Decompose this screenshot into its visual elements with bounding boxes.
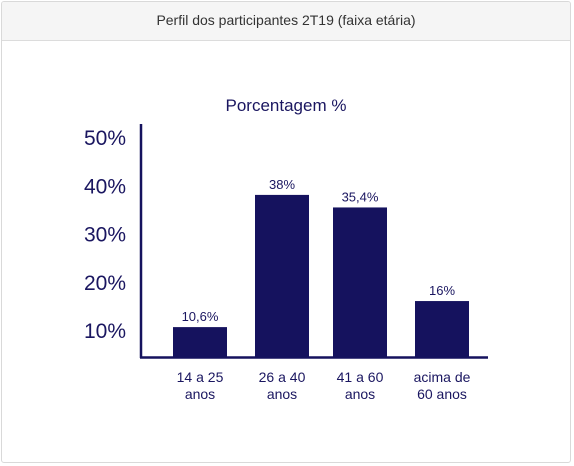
y-axis-ticks: 10% 20% 30% 40% 50% — [84, 127, 126, 343]
category-label: anos — [345, 386, 375, 402]
bar-value-label: 38% — [269, 177, 295, 192]
bar — [173, 327, 227, 357]
category-label: acima de — [414, 369, 471, 385]
panel-title: Perfil dos participantes 2T19 (faixa etá… — [2, 2, 570, 41]
bar-value-label: 16% — [429, 283, 455, 298]
category-label: anos — [185, 386, 215, 402]
y-tick-label: 30% — [84, 224, 126, 247]
category-label: 14 a 25 — [177, 369, 224, 385]
y-tick-label: 10% — [84, 320, 126, 343]
bar — [415, 301, 469, 357]
category-label: 26 a 40 — [259, 369, 306, 385]
category-label: anos — [267, 386, 297, 402]
chart-title: Porcentagem % — [226, 96, 347, 115]
bar — [333, 207, 387, 357]
y-tick-label: 40% — [84, 175, 126, 198]
y-tick-label: 50% — [84, 127, 126, 150]
category-label: 41 a 60 — [337, 369, 384, 385]
bar — [255, 194, 309, 357]
bar-value-label: 10,6% — [182, 309, 219, 324]
y-tick-label: 20% — [84, 272, 126, 295]
data-labels: 10,6% 38% 35,4% 16% — [182, 177, 456, 324]
bars — [173, 194, 469, 357]
bar-value-label: 35,4% — [342, 189, 379, 204]
category-label: 60 anos — [417, 386, 467, 402]
